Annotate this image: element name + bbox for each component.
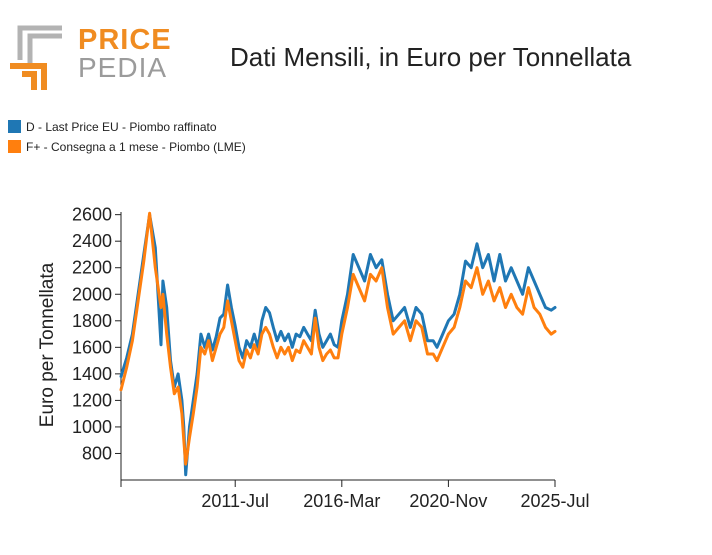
y-tick-label: 1200: [72, 390, 112, 410]
y-tick-label: 2400: [72, 231, 112, 251]
y-tick-label: 2000: [72, 284, 112, 304]
series-layer: [119, 211, 557, 477]
y-tick-label: 1000: [72, 417, 112, 437]
legend-label: F+ - Consegna a 1 mese - Piombo (LME): [26, 139, 246, 154]
x-tick-label: 2011-Jul: [201, 491, 269, 511]
y-tick-label: 1800: [72, 311, 112, 331]
x-tick-label: 2016-Mar: [303, 491, 380, 511]
y-tick-label: 1600: [72, 337, 112, 357]
logo-mark: [10, 25, 62, 90]
pricepedia-logo: PRICE PEDIA: [8, 22, 171, 92]
x-tick-label: 2025-Jul: [520, 491, 589, 511]
series-line-2: [119, 211, 557, 466]
x-axis: 2011-Jul 2016-Mar 2020-Nov 2025-Jul: [120, 479, 590, 511]
y-tick-label: 1400: [72, 364, 112, 384]
y-axis: 800 1000 1200 1400 1600 1800 2000 2200 2400 2600: [72, 205, 122, 480]
y-axis-title: Euro per Tonnellata: [37, 262, 58, 427]
y-tick-label: 2200: [72, 258, 112, 278]
legend-item-series-1[interactable]: D - Last Price EU - Piombo raffinato: [8, 119, 217, 135]
y-tick-label: 2600: [72, 205, 112, 225]
x-tick-label: 2020-Nov: [409, 491, 487, 511]
logo-word-pedia: PEDIA: [78, 52, 168, 83]
legend-swatch-blue: [8, 120, 21, 134]
series-line-1: [119, 213, 557, 477]
legend-swatch-orange: [8, 140, 21, 154]
logo-word-price: PRICE: [78, 24, 172, 56]
chart-title: Dati Mensili, in Euro per Tonnellata: [230, 42, 632, 72]
legend-label: D - Last Price EU - Piombo raffinato: [26, 119, 217, 134]
legend-item-series-2[interactable]: F+ - Consegna a 1 mese - Piombo (LME): [8, 139, 246, 155]
y-tick-label: 800: [82, 443, 112, 463]
